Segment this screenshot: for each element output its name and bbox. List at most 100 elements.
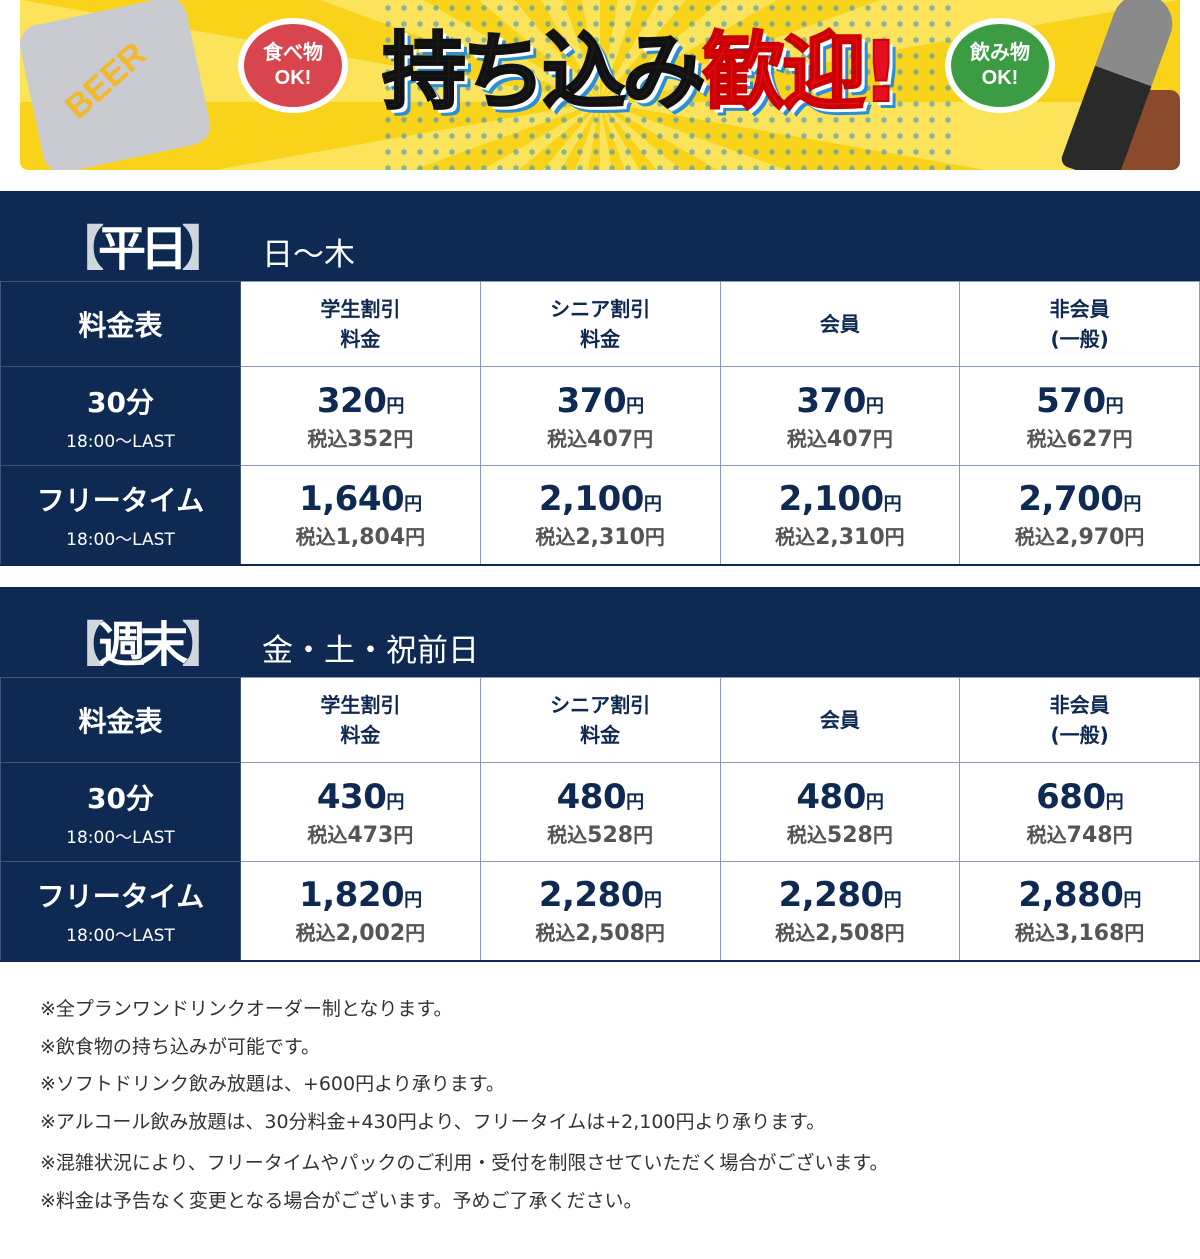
corner-label: 料金表 — [78, 309, 163, 342]
row-time: 18:00〜LAST — [66, 431, 175, 452]
column-header-label: 学生割引 料金 — [320, 297, 401, 351]
bracket-open: 【 — [56, 221, 104, 277]
row-time: 18:00〜LAST — [66, 926, 175, 947]
price: 680円 — [960, 777, 1199, 817]
row-label: 30分 — [87, 385, 154, 419]
price-value: 2,280 — [778, 875, 885, 916]
tax-value: 407 — [826, 426, 873, 452]
can-label: BEER — [58, 35, 154, 127]
column-header-label: 非会員 (一般) — [1049, 297, 1110, 351]
yen-unit: 円 — [1124, 525, 1145, 550]
tax-value: 2,310 — [815, 525, 885, 551]
tax-value: 352 — [347, 426, 394, 452]
section-tag-text: 平日 — [98, 221, 188, 277]
price-value: 430 — [316, 776, 387, 817]
column-header: 学生割引 料金 — [240, 281, 481, 367]
price-cell: 320円 税込352円 — [240, 366, 481, 466]
column-header-label: 非会員 (一般) — [1049, 693, 1110, 747]
tax-included-price: 税込2,310円 — [481, 521, 720, 550]
yen-unit: 円 — [1112, 822, 1133, 847]
price-value: 570 — [1036, 380, 1106, 421]
price-table: 料金表 学生割引 料金 シニア割引 料金 会員 非会員 (一般) 30分 18:00〜LAS… — [0, 677, 1200, 962]
row-time: 18:00〜LAST — [66, 827, 175, 848]
tax-prefix: 税込 — [1014, 525, 1055, 550]
banner-title-black: 持ち込み — [382, 26, 707, 119]
tax-prefix: 税込 — [307, 426, 348, 451]
yen-unit: 円 — [393, 822, 414, 847]
yen-unit: 円 — [872, 426, 893, 451]
tax-value: 528 — [587, 822, 634, 848]
tax-included-price: 税込2,508円 — [481, 917, 720, 946]
column-header: シニア割引 料金 — [479, 281, 721, 367]
price: 480円 — [481, 777, 720, 817]
note: ※ソフトドリンク飲み放題は、+600円より承ります。 — [40, 1073, 505, 1095]
yen-unit: 円 — [1105, 791, 1124, 813]
yen-unit: 円 — [393, 426, 414, 451]
price-cell: 570円 税込627円 — [959, 366, 1200, 466]
tax-value: 473 — [347, 822, 394, 848]
tax-included-price: 税込627円 — [960, 423, 1199, 452]
tax-included-price: 税込352円 — [241, 423, 480, 452]
price-cell: 480円 税込528円 — [479, 762, 721, 862]
table-header-row: 料金表 学生割引 料金 シニア割引 料金 会員 非会員 (一般) — [0, 281, 1200, 367]
tax-included-price: 税込2,002円 — [241, 917, 480, 946]
column-header-label: シニア割引 料金 — [550, 297, 651, 351]
note: ※アルコール飲み放題は、30分料金+430円より、フリータイムは+2,100円よ… — [40, 1110, 826, 1133]
tax-prefix: 税込 — [535, 525, 576, 550]
price-cell: 2,280円 税込2,508円 — [479, 861, 721, 961]
price-cell: 1,640円 税込1,804円 — [240, 465, 481, 565]
price-cell: 2,100円 税込2,310円 — [719, 465, 961, 565]
tax-included-price: 税込1,804円 — [241, 521, 480, 550]
section-days: 金・土・祝前日 — [262, 633, 479, 669]
tax-prefix: 税込 — [307, 822, 348, 847]
tax-included-price: 税込528円 — [481, 819, 720, 848]
yen-unit: 円 — [865, 791, 884, 813]
halftone-dots — [380, 0, 960, 170]
price-value: 2,880 — [1018, 875, 1124, 916]
tax-value: 1,804 — [335, 525, 406, 551]
tax-value: 627 — [1066, 426, 1113, 452]
price-value: 480 — [796, 776, 866, 817]
price-value: 2,100 — [538, 479, 645, 520]
yen-unit: 円 — [884, 921, 905, 946]
price: 1,820円 — [241, 875, 480, 915]
price: 480円 — [721, 777, 960, 817]
tax-value: 2,508 — [575, 921, 645, 947]
yen-unit: 円 — [386, 395, 404, 417]
price: 2,700円 — [960, 479, 1199, 519]
price-value: 1,640 — [299, 479, 405, 520]
row-header: 30分 18:00〜LAST — [0, 366, 241, 466]
bracket-close: 】 — [182, 617, 230, 673]
section-days: 日〜木 — [262, 237, 355, 273]
tax-included-price: 税込407円 — [481, 423, 720, 452]
section-tag: 【平日】 — [56, 209, 230, 279]
section-header: 【平日】 日〜木 — [0, 191, 1200, 281]
drink-ok-bubble: 飲み物 OK! — [945, 18, 1055, 113]
price-value: 2,700 — [1018, 479, 1124, 520]
price-value: 680 — [1036, 776, 1106, 817]
tax-prefix: 税込 — [786, 426, 827, 451]
banner-title: 持ち込み歓迎! — [382, 26, 932, 118]
weekend-price-section: 【週末】 金・土・祝前日 料金表 学生割引 料金 シニア割引 料金 会員 非会員 (一般) 3… — [0, 587, 1200, 962]
yen-unit: 円 — [1112, 426, 1133, 451]
price-cell: 1,820円 税込2,002円 — [240, 861, 481, 961]
yen-unit: 円 — [404, 890, 422, 912]
yen-unit: 円 — [644, 921, 665, 946]
price-value: 370 — [556, 380, 627, 421]
tax-included-price: 税込407円 — [721, 423, 960, 452]
table-corner: 料金表 — [0, 281, 241, 367]
price-value: 1,820 — [299, 875, 405, 916]
tax-included-price: 税込2,970円 — [960, 521, 1199, 550]
row-label: 30分 — [87, 781, 154, 815]
yen-unit: 円 — [883, 890, 902, 912]
yen-unit: 円 — [872, 822, 893, 847]
yen-unit: 円 — [883, 494, 902, 516]
price: 2,100円 — [481, 479, 720, 519]
price: 570円 — [960, 381, 1199, 421]
yen-unit: 円 — [643, 890, 662, 912]
yen-unit: 円 — [1124, 921, 1145, 946]
yen-unit: 円 — [644, 525, 665, 550]
price-value: 370 — [796, 380, 866, 421]
tax-value: 2,310 — [575, 525, 645, 551]
notes-list: ※全プランワンドリンクオーダー制となります。 ※飲食物の持ち込みが可能です。 ※… — [40, 994, 889, 1223]
